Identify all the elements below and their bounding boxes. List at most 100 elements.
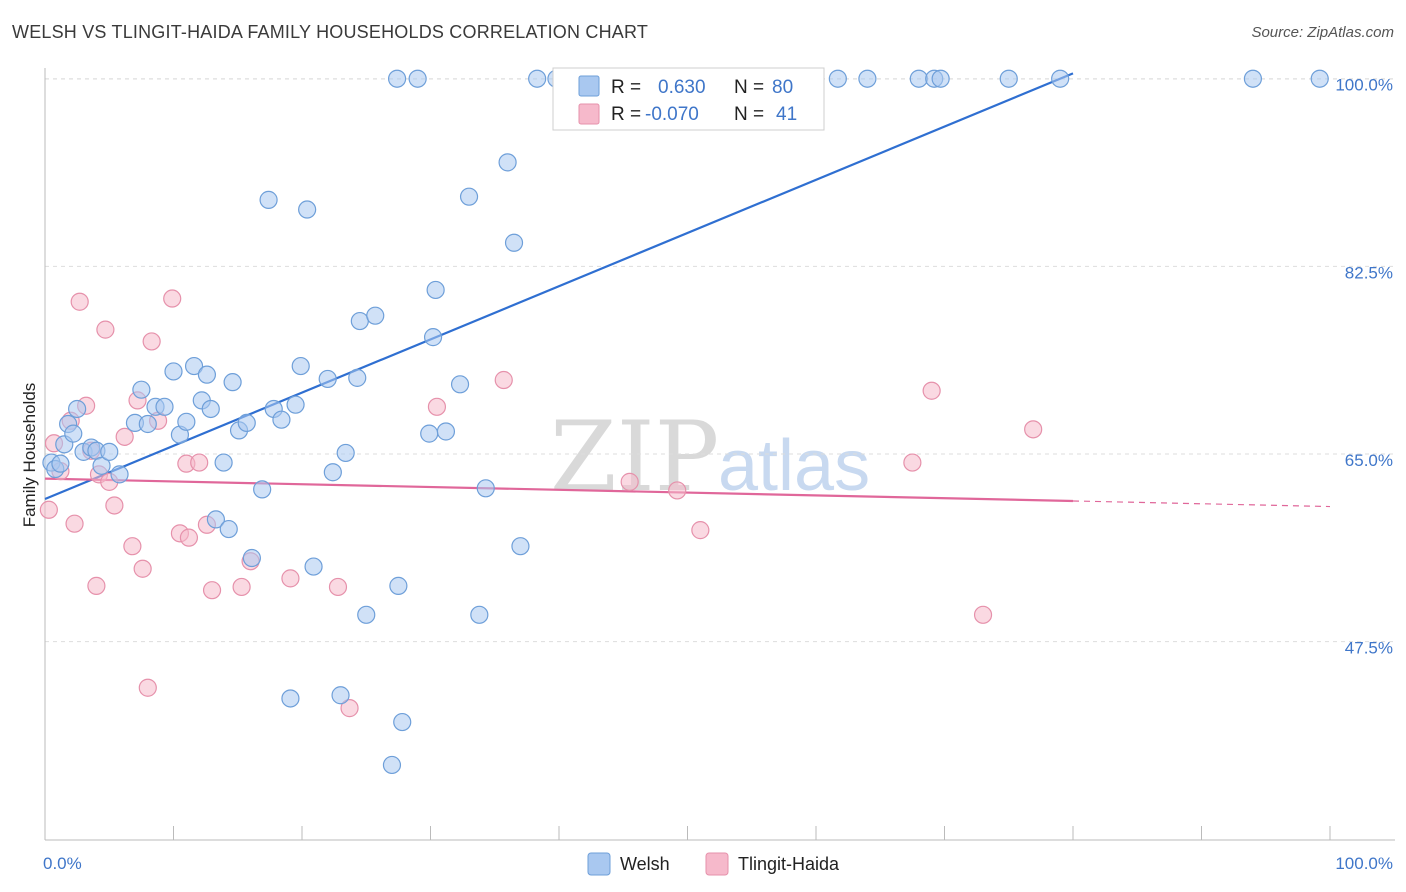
tick-labels: 47.5% 65.0% 82.5% 100.0% 0.0% 100.0% [43, 76, 1393, 873]
y-axis-label: Family Households [20, 383, 39, 528]
tlingit-haida-point [922, 381, 941, 400]
tlingit-haida-point [70, 292, 89, 311]
welsh-point [511, 537, 530, 556]
welsh-point [164, 362, 183, 381]
welsh-point [357, 605, 376, 624]
welsh-point [272, 410, 291, 429]
welsh-points [42, 69, 1329, 775]
x-tick-label-max: 100.0% [1335, 854, 1393, 873]
watermark: ZIP atlas [550, 401, 870, 513]
watermark-atlas: atlas [718, 426, 870, 506]
welsh-point [291, 356, 310, 376]
tlingit-series-swatch [705, 852, 729, 876]
welsh-point [51, 454, 70, 473]
welsh-point [528, 69, 547, 88]
welsh-point [68, 399, 87, 419]
tlingit-haida-point [190, 453, 209, 472]
welsh-r-value: 0.630 [658, 77, 706, 98]
welsh-point [426, 280, 445, 300]
welsh-point [336, 443, 355, 463]
chart-title: WELSH VS TLINGIT-HAIDA FAMILY HOUSEHOLDS… [12, 22, 649, 42]
welsh-point [242, 548, 261, 568]
y-tick-label: 100.0% [1335, 76, 1393, 95]
welsh-point [387, 69, 407, 88]
tlingit-haida-point [123, 537, 142, 556]
tlingit-haida-point [427, 397, 447, 416]
welsh-legend-swatch [578, 75, 600, 97]
y-tick-label: 47.5% [1345, 639, 1393, 658]
welsh-point [931, 69, 950, 88]
tlingit-r-label: R = [611, 104, 641, 125]
welsh-point [214, 453, 233, 472]
tlingit-haida-trendline [44, 477, 1074, 503]
y-tick-label: 65.0% [1345, 451, 1393, 470]
welsh-series-swatch [587, 852, 611, 876]
tlingit-haida-point [202, 581, 222, 600]
welsh-point [298, 200, 317, 219]
welsh-point [304, 557, 323, 576]
welsh-point [498, 153, 517, 172]
tlingit-haida-point [87, 576, 106, 595]
tlingit-haida-point [65, 514, 84, 533]
tlingit-haida-trendline-extension [1072, 500, 1331, 508]
welsh-point [999, 69, 1018, 88]
welsh-point [64, 424, 83, 443]
tlingit-haida-points [39, 289, 1043, 718]
welsh-point [476, 479, 495, 498]
welsh-point [100, 442, 119, 461]
welsh-point [393, 712, 412, 732]
source-credit: Source: ZipAtlas.com [1251, 24, 1394, 41]
welsh-point [909, 69, 928, 88]
stats-legend: R = 0.630 N = 80 R = -0.070 N = 41 [552, 67, 825, 131]
tlingit-n-value: 41 [776, 104, 797, 125]
welsh-point [828, 69, 847, 88]
welsh-point [459, 187, 479, 206]
tlingit-legend-swatch [578, 103, 600, 125]
welsh-point [331, 686, 350, 705]
welsh-point [350, 311, 369, 331]
tlingit-haida-point [179, 528, 199, 547]
welsh-point [223, 373, 242, 392]
welsh-point [138, 414, 157, 434]
tlingit-haida-point [232, 577, 251, 597]
tlingit-haida-point [105, 496, 124, 515]
welsh-point [259, 190, 278, 209]
welsh-point [366, 306, 385, 325]
tlingit-haida-point [494, 370, 513, 390]
welsh-point [1051, 69, 1070, 88]
welsh-point [177, 412, 196, 431]
tlingit-haida-point [973, 605, 993, 624]
watermark-zip: ZIP [550, 401, 719, 513]
tlingit-haida-point [115, 427, 134, 446]
tlingit-haida-point [138, 678, 157, 697]
tlingit-haida-point [903, 453, 922, 472]
axes [44, 68, 1395, 841]
welsh-point [318, 369, 337, 389]
y-tick-label: 82.5% [1345, 263, 1393, 282]
tlingit-haida-point [620, 472, 639, 491]
tlingit-haida-point [668, 481, 687, 500]
welsh-point [348, 368, 367, 387]
welsh-point [323, 463, 342, 482]
welsh-point [1243, 69, 1263, 88]
welsh-point [504, 233, 524, 252]
tlingit-r-value: -0.070 [645, 104, 699, 125]
welsh-point [237, 413, 256, 433]
trendlines [44, 72, 1331, 508]
welsh-point [858, 69, 877, 88]
welsh-point [253, 480, 272, 499]
welsh-point [1310, 69, 1329, 88]
tlingit-haida-point [281, 569, 300, 588]
welsh-point [281, 689, 300, 708]
welsh-point [219, 519, 238, 539]
welsh-point [201, 399, 220, 419]
tlingit-haida-point [163, 289, 182, 308]
welsh-point [206, 510, 226, 529]
welsh-point [197, 365, 217, 384]
welsh-point [92, 456, 111, 475]
tlingit-haida-point [691, 521, 710, 540]
tlingit-haida-point [96, 320, 115, 339]
tlingit-haida-point [328, 577, 348, 597]
welsh-point [155, 397, 174, 416]
